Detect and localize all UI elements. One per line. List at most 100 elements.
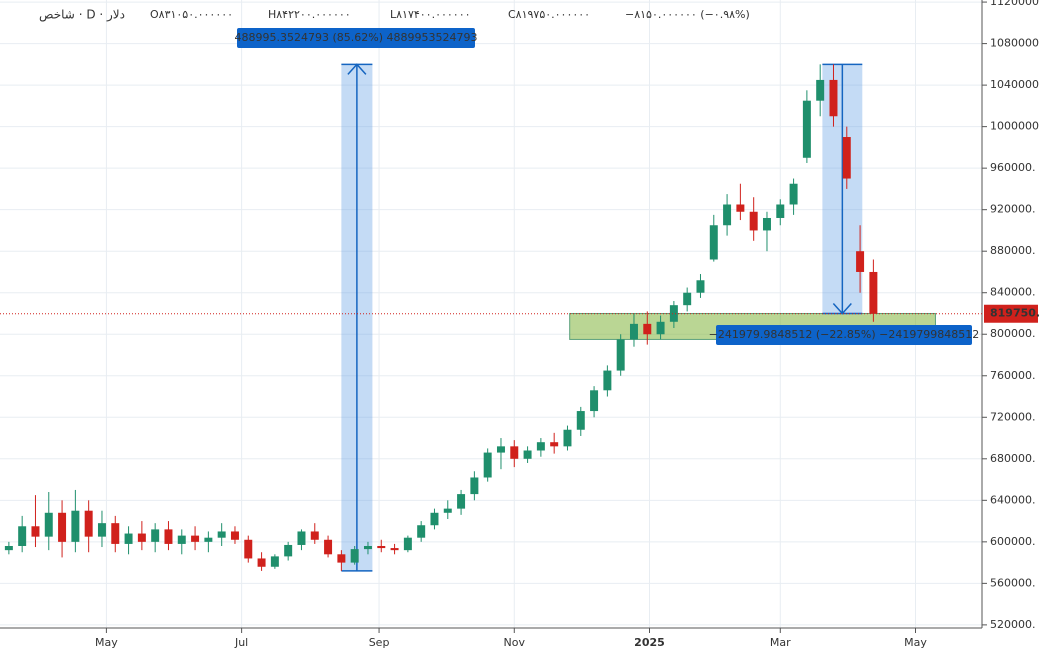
y-tick-label: 920000. bbox=[990, 203, 1036, 216]
candle-body bbox=[177, 535, 186, 544]
candle-body bbox=[869, 271, 878, 314]
y-tick-label: 600000. bbox=[990, 535, 1036, 548]
candle-body bbox=[84, 510, 93, 537]
candle-body bbox=[124, 533, 133, 544]
last-price-label: 819750. bbox=[990, 307, 1040, 320]
measure-label: 488995.3524793 (85.62%) 4889953524793 bbox=[235, 31, 478, 44]
candle-body bbox=[137, 533, 146, 542]
candle-body bbox=[496, 446, 505, 453]
y-tick-label: 720000. bbox=[990, 410, 1036, 423]
candle-body bbox=[44, 512, 53, 537]
candle-body bbox=[510, 446, 519, 459]
candle-body bbox=[417, 525, 426, 538]
candle-body bbox=[816, 79, 825, 101]
candle-body bbox=[749, 211, 758, 231]
measure-label-bg bbox=[237, 28, 475, 48]
candle-body bbox=[377, 545, 386, 549]
candle-body bbox=[350, 549, 359, 563]
candle-body bbox=[191, 535, 200, 542]
measure-label-bg bbox=[716, 325, 972, 345]
candle-body bbox=[97, 523, 106, 537]
candle-body bbox=[403, 537, 412, 551]
y-tick-label: 760000. bbox=[990, 369, 1036, 382]
candle-body bbox=[390, 548, 399, 551]
x-tick-label: 2025 bbox=[634, 636, 665, 649]
y-tick-label: 800000. bbox=[990, 327, 1036, 340]
y-tick-label: 1120000 bbox=[990, 0, 1039, 8]
candle-body bbox=[284, 544, 293, 557]
candle-body bbox=[576, 411, 585, 430]
measure-label: −241979.9848512 (−22.85%) −2419799848512 bbox=[709, 328, 980, 341]
candle-body bbox=[337, 554, 346, 563]
last-price-tag bbox=[984, 304, 1038, 323]
candle-body bbox=[310, 531, 319, 540]
y-tick-label: 960000. bbox=[990, 161, 1036, 174]
candle-body bbox=[457, 494, 466, 509]
candle-body bbox=[616, 339, 625, 371]
y-tick-label: 520000. bbox=[990, 618, 1036, 631]
candle-body bbox=[58, 512, 67, 542]
candle-body bbox=[536, 442, 545, 451]
candle-body bbox=[669, 305, 678, 322]
candle-body bbox=[18, 526, 27, 546]
candle-body bbox=[483, 452, 492, 478]
y-tick-label: 1080000 bbox=[990, 37, 1039, 50]
candle-body bbox=[629, 323, 638, 340]
candle-body bbox=[31, 526, 40, 537]
y-tick-label: 840000. bbox=[990, 286, 1036, 299]
candle-body bbox=[603, 370, 612, 391]
candle-body bbox=[430, 512, 439, 526]
open-value: O۸۳۱۰۵۰.۰۰۰۰۰۰ bbox=[150, 8, 233, 21]
candle-body bbox=[111, 523, 120, 544]
x-tick-label: Mar bbox=[770, 636, 791, 649]
candle-body bbox=[656, 321, 665, 335]
candle-body bbox=[723, 204, 732, 226]
y-tick-label: 680000. bbox=[990, 452, 1036, 465]
candle-body bbox=[802, 100, 811, 158]
measure-arrowhead bbox=[832, 302, 852, 315]
candle-body bbox=[324, 539, 333, 555]
x-tick-label: May bbox=[904, 636, 927, 649]
y-tick-label: 560000. bbox=[990, 576, 1036, 589]
change-value: −۸۱۵۰.۰۰۰۰۰۰ (−۰.۹۸%) bbox=[625, 8, 750, 21]
candle-body bbox=[151, 529, 160, 542]
candle-body bbox=[4, 545, 13, 551]
candle-body bbox=[842, 137, 851, 179]
candle-body bbox=[270, 556, 279, 567]
x-tick-label: Nov bbox=[504, 636, 526, 649]
candle-body bbox=[244, 539, 253, 559]
candle-body bbox=[470, 477, 479, 495]
candle-body bbox=[230, 531, 239, 540]
candle-body bbox=[762, 217, 771, 231]
candle-body bbox=[217, 531, 226, 538]
candle-body bbox=[71, 510, 80, 542]
candle-body bbox=[443, 508, 452, 513]
candle-body bbox=[523, 450, 532, 459]
candle-body bbox=[696, 280, 705, 293]
candle-body bbox=[164, 529, 173, 544]
x-tick-label: Sep bbox=[369, 636, 390, 649]
y-tick-label: 1000000 bbox=[990, 120, 1039, 133]
y-tick-label: 1040000 bbox=[990, 78, 1039, 91]
candle-body bbox=[363, 545, 372, 550]
candle-body bbox=[829, 79, 838, 117]
candle-body bbox=[297, 531, 306, 545]
measure-arrowhead bbox=[347, 63, 367, 75]
x-tick-label: May bbox=[95, 636, 118, 649]
candle-body bbox=[789, 183, 798, 205]
symbol: شاخص · D · دلار bbox=[39, 8, 125, 23]
candle-body bbox=[563, 429, 572, 447]
candle-body bbox=[257, 558, 266, 567]
candle-body bbox=[683, 292, 692, 306]
candle-body bbox=[776, 204, 785, 218]
high-value: H۸۴۲۲۰۰.۰۰۰۰۰۰ bbox=[268, 8, 351, 21]
low-value: L۸۱۷۴۰۰.۰۰۰۰۰۰ bbox=[390, 8, 471, 21]
candle-body bbox=[736, 204, 745, 212]
candle-body bbox=[204, 537, 213, 542]
x-tick-label: Jul bbox=[234, 636, 248, 649]
y-tick-label: 880000. bbox=[990, 244, 1036, 257]
candle-body bbox=[550, 442, 559, 447]
candle-body bbox=[709, 225, 718, 260]
candle-body bbox=[643, 323, 652, 335]
